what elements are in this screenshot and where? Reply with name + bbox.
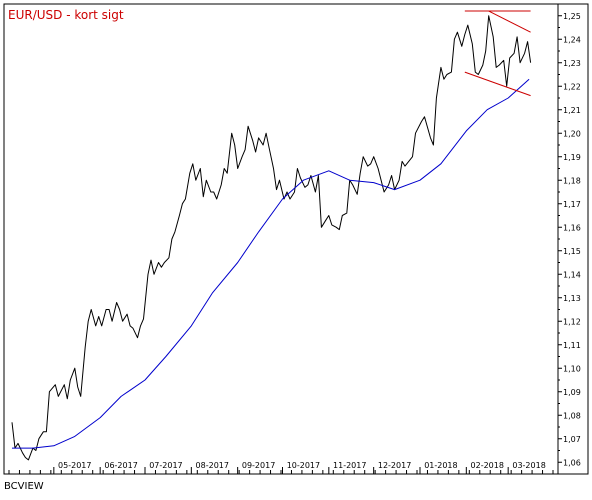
y-tick-label: 1,16: [563, 223, 581, 232]
y-tick-label: 1,22: [563, 82, 581, 91]
chart-title: EUR/USD - kort sigt: [8, 8, 124, 22]
y-tick-label: 1,18: [563, 176, 581, 185]
x-tick-label: 10-2017: [287, 461, 320, 470]
trendline-3: [464, 71, 531, 97]
y-tick-label: 1,07: [563, 435, 581, 444]
x-tick-label: 12-2017: [378, 461, 411, 470]
y-tick-label: 1,08: [563, 411, 581, 420]
x-axis: 05-2017 06-2017 07-2017 08-2017 09-2017 10-20…: [8, 461, 554, 474]
x-tick-label: 09-2017: [242, 461, 275, 470]
y-tick-label: 1,23: [563, 59, 581, 68]
y-tick-label: 1,25: [563, 12, 581, 21]
y-tick-label: 1,17: [563, 200, 581, 209]
x-tick-label: 11-2017: [333, 461, 366, 470]
x-tick-label: 01-2018: [424, 461, 457, 470]
y-tick-label: 1,21: [563, 106, 581, 115]
y-tick-label: 1,19: [563, 153, 581, 162]
y-tick-label: 1,06: [563, 458, 581, 467]
y-tick-label: 1,13: [563, 294, 581, 303]
x-tick-label: 07-2017: [149, 461, 182, 470]
y-tick-label: 1,11: [563, 341, 581, 350]
x-tick-label: 06-2017: [104, 461, 137, 470]
footer-label: BCVIEW: [4, 481, 44, 492]
y-tick-label: 1,10: [563, 364, 581, 373]
y-tick-label: 1,20: [563, 129, 581, 138]
y-tick-label: 1,24: [563, 35, 581, 44]
y-axis: 1,06 1,07 1,08 1,09 1,10 1,11 1,12 1,13 1,14 1,15…: [558, 12, 581, 467]
price-series-line: [11, 15, 532, 461]
plot-frame: [3, 3, 589, 475]
moving-average-line: [12, 78, 530, 449]
y-tick-label: 1,15: [563, 247, 581, 256]
y-tick-label: 1,14: [563, 270, 581, 279]
trendline-2: [488, 10, 531, 33]
y-tick-label: 1,09: [563, 388, 581, 397]
x-tick-label: 05-2017: [58, 461, 91, 470]
x-tick-label: 03-2018: [512, 461, 545, 470]
plot-area: [11, 10, 532, 461]
x-tick-label: 08-2017: [196, 461, 229, 470]
y-tick-label: 1,12: [563, 317, 581, 326]
x-tick-label: 02-2018: [471, 461, 504, 470]
